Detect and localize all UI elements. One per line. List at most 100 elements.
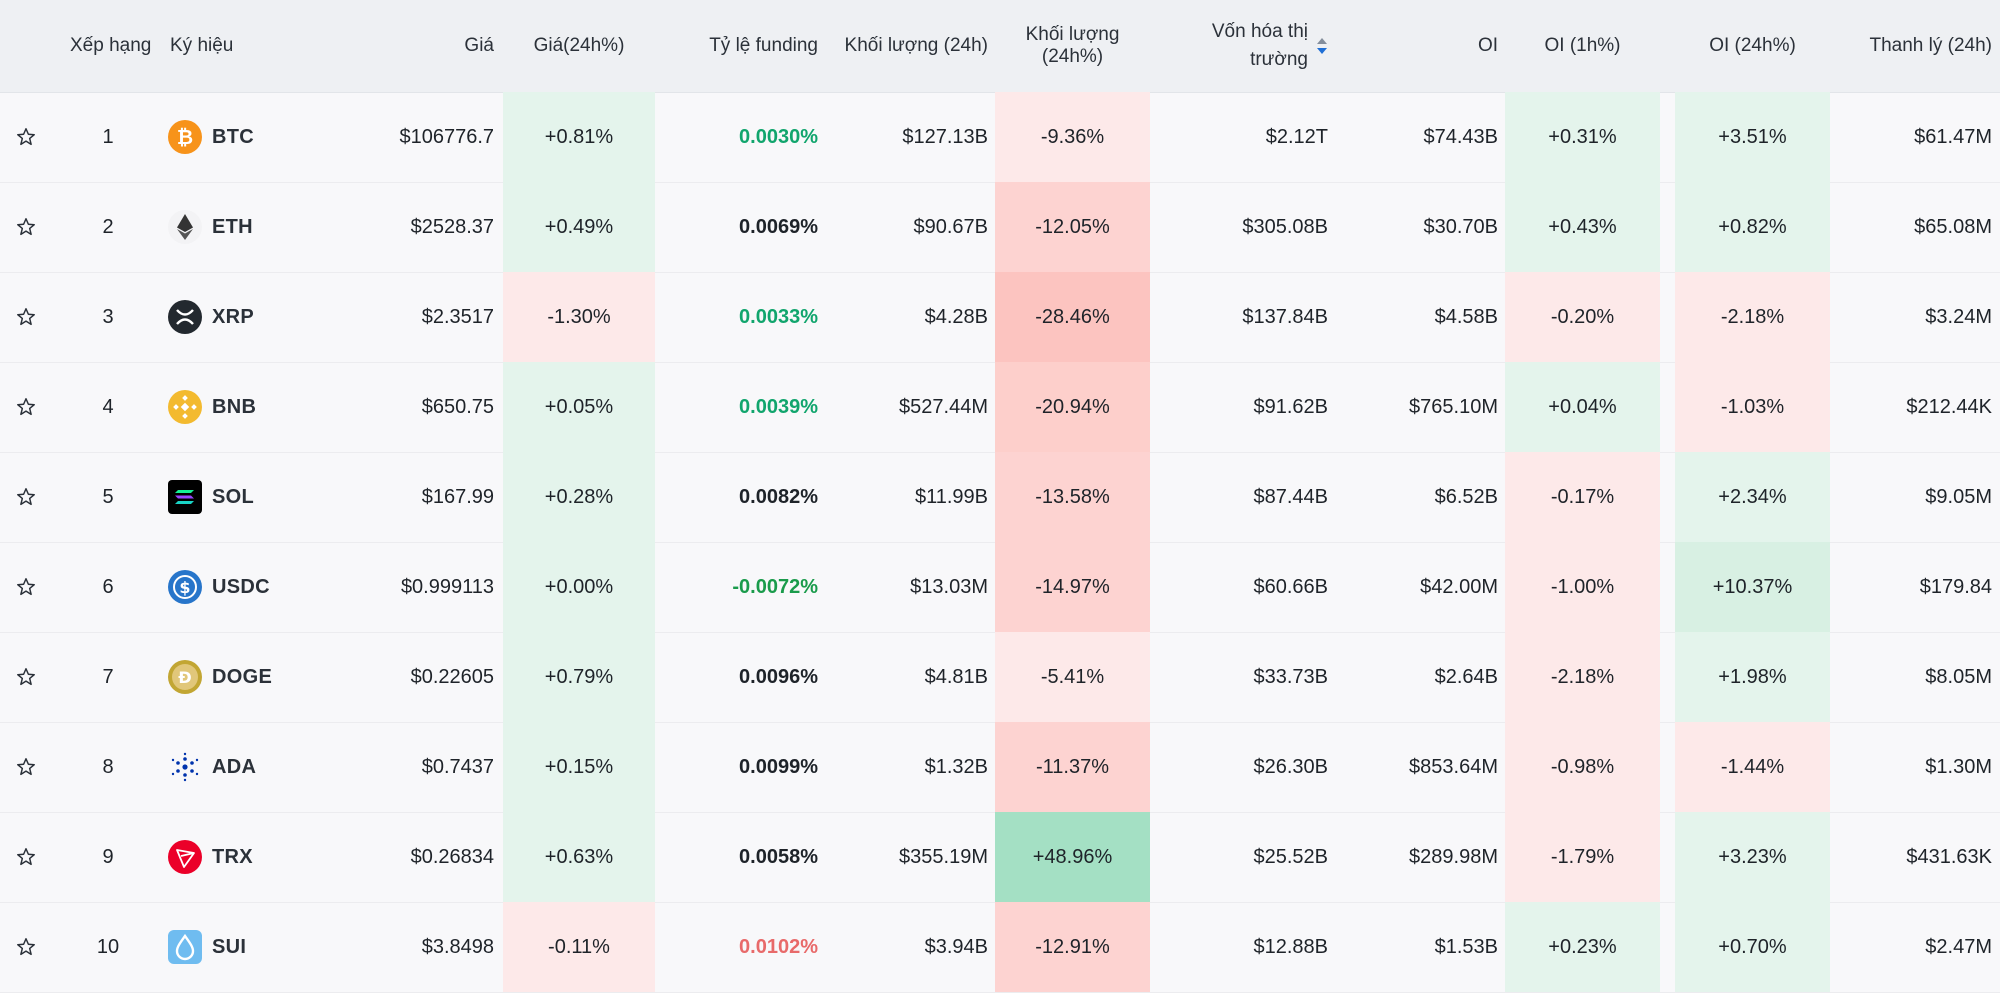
favorite-star-icon[interactable]	[8, 92, 44, 182]
symbol-label: ETH	[212, 215, 253, 238]
price: $0.999113	[400, 575, 494, 598]
favorite-star-icon[interactable]	[8, 182, 44, 272]
symbol-cell[interactable]: ADA	[168, 722, 328, 812]
liquidation: $212.44K	[1906, 395, 1992, 418]
header-oi[interactable]: OI	[1477, 35, 1498, 56]
table-row[interactable]: 3 XRP $2.3517 -1.30% 0.0033% $4.28B -28.…	[0, 272, 2000, 363]
header-oi-1h[interactable]: OI (1h%)	[1544, 35, 1621, 56]
header-liquidation[interactable]: Thanh lý (24h)	[1869, 35, 1992, 56]
cardano-icon	[168, 750, 202, 784]
symbol-cell[interactable]: ETH	[168, 182, 328, 272]
market-cap: $137.84B	[1242, 305, 1328, 328]
favorite-star-icon[interactable]	[8, 452, 44, 542]
price: $167.99	[421, 485, 494, 508]
favorite-star-icon[interactable]	[8, 902, 44, 992]
table-row[interactable]: 1 ₿ BTC $106776.7 +0.81% 0.0030% $127.13…	[0, 92, 2000, 183]
volume: $4.81B	[924, 665, 988, 688]
symbol-cell[interactable]: SOL	[168, 452, 328, 542]
favorite-star-icon[interactable]	[8, 812, 44, 902]
oi-24h-change: +1.98%	[1675, 632, 1830, 722]
favorite-star-icon[interactable]	[8, 632, 44, 722]
price-change: +0.49%	[503, 182, 655, 272]
liquidation: $3.24M	[1925, 305, 1992, 328]
symbol-cell[interactable]: Ð DOGE	[168, 632, 328, 722]
price-change: +0.00%	[503, 542, 655, 632]
header-funding-rate[interactable]: Tỷ lệ funding	[709, 35, 818, 56]
funding-rate: 0.0058%	[739, 845, 818, 868]
oi-1h-change: -2.18%	[1505, 632, 1660, 722]
symbol-cell[interactable]: BNB	[168, 362, 328, 452]
price-change: +0.15%	[503, 722, 655, 812]
oi-24h-change: +10.37%	[1675, 542, 1830, 632]
volume: $1.32B	[924, 755, 988, 778]
oi-1h-change: +0.23%	[1505, 902, 1660, 992]
open-interest: $1.53B	[1434, 935, 1498, 958]
favorite-star-icon[interactable]	[8, 542, 44, 632]
symbol-cell[interactable]: $ USDC	[168, 542, 328, 632]
sort-arrows-icon[interactable]	[1316, 36, 1328, 56]
symbol-label: DOGE	[212, 665, 273, 688]
oi-24h-change: +0.70%	[1675, 902, 1830, 992]
oi-24h-change: +3.51%	[1675, 92, 1830, 182]
liquidation: $179.84	[1919, 575, 1992, 598]
bitcoin-icon: ₿	[168, 120, 202, 154]
header-volume[interactable]: Khối lượng (24h)	[844, 35, 988, 56]
symbol-cell[interactable]: XRP	[168, 272, 328, 362]
bnb-icon	[168, 390, 202, 424]
dogecoin-icon: Ð	[168, 660, 202, 694]
header-market-cap-label: Vốn hóa thị trường	[1211, 21, 1308, 70]
table-row[interactable]: 9 TRX $0.26834 +0.63% 0.0058% $355.19M +…	[0, 812, 2000, 903]
open-interest: $4.58B	[1434, 305, 1498, 328]
favorite-star-icon[interactable]	[8, 272, 44, 362]
table-row[interactable]: 7 Ð DOGE $0.22605 +0.79% 0.0096% $4.81B …	[0, 632, 2000, 723]
funding-rate: -0.0072%	[732, 575, 818, 598]
volume: $3.94B	[924, 935, 988, 958]
table-row[interactable]: 5 SOL $167.99 +0.28% 0.0082% $11.99B -13…	[0, 452, 2000, 543]
rank: 8	[102, 755, 114, 778]
header-volume-change[interactable]: Khối lượng (24h%)	[1025, 24, 1120, 67]
table-row[interactable]: 8 ADA $0.7437 +0.15% 0.0099% $1.32B -11.…	[0, 722, 2000, 813]
rank: 5	[102, 485, 114, 508]
table-row[interactable]: 6 $ USDC $0.999113 +0.00% -0.0072% $13.0…	[0, 542, 2000, 633]
solana-icon	[168, 480, 202, 514]
oi-1h-change: -0.20%	[1505, 272, 1660, 362]
oi-24h-change: +3.23%	[1675, 812, 1830, 902]
oi-24h-change: +0.82%	[1675, 182, 1830, 272]
symbol-cell[interactable]: TRX	[168, 812, 328, 902]
rank: 1	[102, 125, 114, 148]
oi-1h-change: -0.17%	[1505, 452, 1660, 542]
funding-rate: 0.0099%	[739, 755, 818, 778]
market-cap: $25.52B	[1253, 845, 1328, 868]
header-price-change[interactable]: Giá(24h%)	[533, 35, 625, 56]
symbol-label: XRP	[212, 305, 255, 328]
rank: 3	[102, 305, 114, 328]
open-interest: $289.98M	[1409, 845, 1498, 868]
price: $0.22605	[410, 665, 494, 688]
volume-change: -28.46%	[995, 272, 1150, 362]
symbol-cell[interactable]: SUI	[168, 902, 328, 992]
table-row[interactable]: 2 ETH $2528.37 +0.49% 0.0069% $90.67B -1…	[0, 182, 2000, 273]
rank: 2	[102, 215, 114, 238]
header-market-cap[interactable]: Vốn hóa thị trường	[1160, 0, 1328, 92]
table-row[interactable]: 10 SUI $3.8498 -0.11% 0.0102% $3.94B -12…	[0, 902, 2000, 993]
table-header: Xếp hạng Ký hiệu Giá Giá(24h%) Tỷ lệ fun…	[0, 0, 2000, 93]
volume-change: -20.94%	[995, 362, 1150, 452]
symbol-cell[interactable]: ₿ BTC	[168, 92, 328, 182]
header-oi-24h[interactable]: OI (24h%)	[1709, 35, 1796, 56]
oi-1h-change: +0.31%	[1505, 92, 1660, 182]
table-row[interactable]: 4 BNB $650.75 +0.05% 0.0039% $527.44M -2…	[0, 362, 2000, 453]
funding-rate: 0.0102%	[739, 935, 818, 958]
favorite-star-icon[interactable]	[8, 722, 44, 812]
favorite-star-icon[interactable]	[8, 362, 44, 452]
header-price[interactable]: Giá	[464, 35, 494, 56]
rank: 9	[102, 845, 114, 868]
oi-1h-change: +0.04%	[1505, 362, 1660, 452]
liquidation: $2.47M	[1925, 935, 1992, 958]
liquidation: $8.05M	[1925, 665, 1992, 688]
volume-change: -12.05%	[995, 182, 1150, 272]
header-symbol[interactable]: Ký hiệu	[170, 35, 234, 56]
oi-24h-change: -1.44%	[1675, 722, 1830, 812]
volume-change: -12.91%	[995, 902, 1150, 992]
header-rank[interactable]: Xếp hạng	[70, 35, 152, 56]
